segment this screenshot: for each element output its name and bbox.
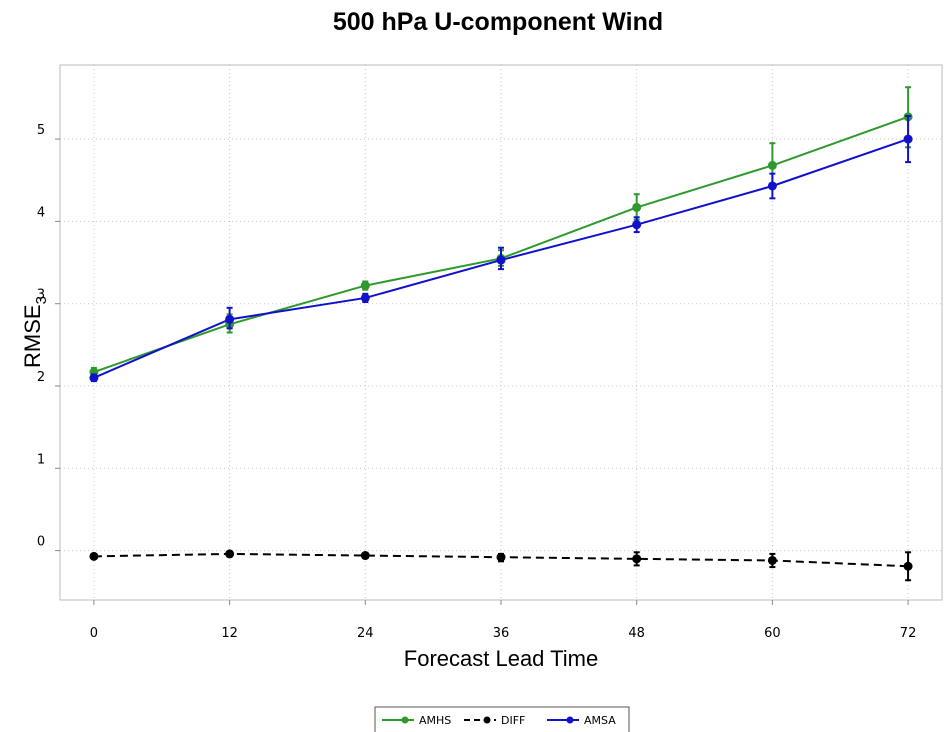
- data-point-diff: [225, 549, 235, 559]
- series-layer: [89, 86, 913, 582]
- data-point-diff: [360, 551, 370, 561]
- legend-box: [374, 706, 630, 732]
- y-axis-label-subscript: 3: [33, 296, 50, 304]
- data-point-amsa: [767, 181, 777, 191]
- legend-label-amsa: AMSA: [584, 714, 616, 727]
- y-tick-label: 1: [37, 452, 45, 467]
- y-axis-ticks: 0 1 2 3 4 5: [37, 123, 60, 552]
- x-tick-label: 12: [221, 626, 238, 641]
- data-point-amsa: [89, 373, 99, 383]
- x-tick-label: 36: [493, 626, 510, 641]
- x-tick-label: 48: [628, 626, 645, 641]
- x-axis-label: Forecast Lead Time: [404, 646, 598, 671]
- legend: AMHS DIFF AMSA: [374, 706, 630, 732]
- data-point-diff: [496, 552, 506, 562]
- y-tick-label: 3: [37, 288, 45, 303]
- data-point-amhs: [632, 202, 642, 212]
- data-point-diff: [767, 555, 777, 565]
- series-amsa: [89, 115, 913, 383]
- y-tick-label: 4: [37, 205, 45, 220]
- x-axis-ticks: 0 12 24 36 48 60 72: [90, 600, 917, 641]
- data-point-diff: [89, 551, 99, 561]
- data-point-amsa: [225, 314, 235, 324]
- x-tick-label: 24: [357, 626, 374, 641]
- x-tick-label: 60: [764, 626, 781, 641]
- data-point-diff: [903, 561, 913, 571]
- data-point-amhs: [767, 160, 777, 170]
- legend-marker-amhs: [401, 716, 409, 724]
- y-tick-label: 2: [37, 370, 45, 385]
- y-axis-label: RMSE: [20, 304, 45, 368]
- legend-marker-amsa: [566, 716, 574, 724]
- data-point-amsa: [360, 293, 370, 303]
- data-point-amsa: [632, 220, 642, 230]
- data-point-diff: [632, 554, 642, 564]
- svg-text:RMSE3: RMSE3: [20, 296, 50, 368]
- grid: [60, 65, 942, 600]
- x-tick-label: 72: [900, 626, 917, 641]
- legend-label-amhs: AMHS: [419, 714, 451, 727]
- y-tick-label: 5: [37, 123, 45, 138]
- legend-label-diff: DIFF: [501, 714, 525, 727]
- chart-title: 500 hPa U-component Wind: [333, 8, 663, 36]
- data-point-amsa: [496, 255, 506, 265]
- data-point-amhs: [360, 281, 370, 291]
- series-diff: [89, 549, 913, 582]
- x-tick-label: 0: [90, 626, 98, 641]
- legend-marker-diff: [483, 716, 491, 724]
- y-tick-label: 0: [37, 535, 45, 550]
- data-point-amsa: [903, 134, 913, 144]
- y-axis-label-group: RMSE3: [20, 296, 50, 368]
